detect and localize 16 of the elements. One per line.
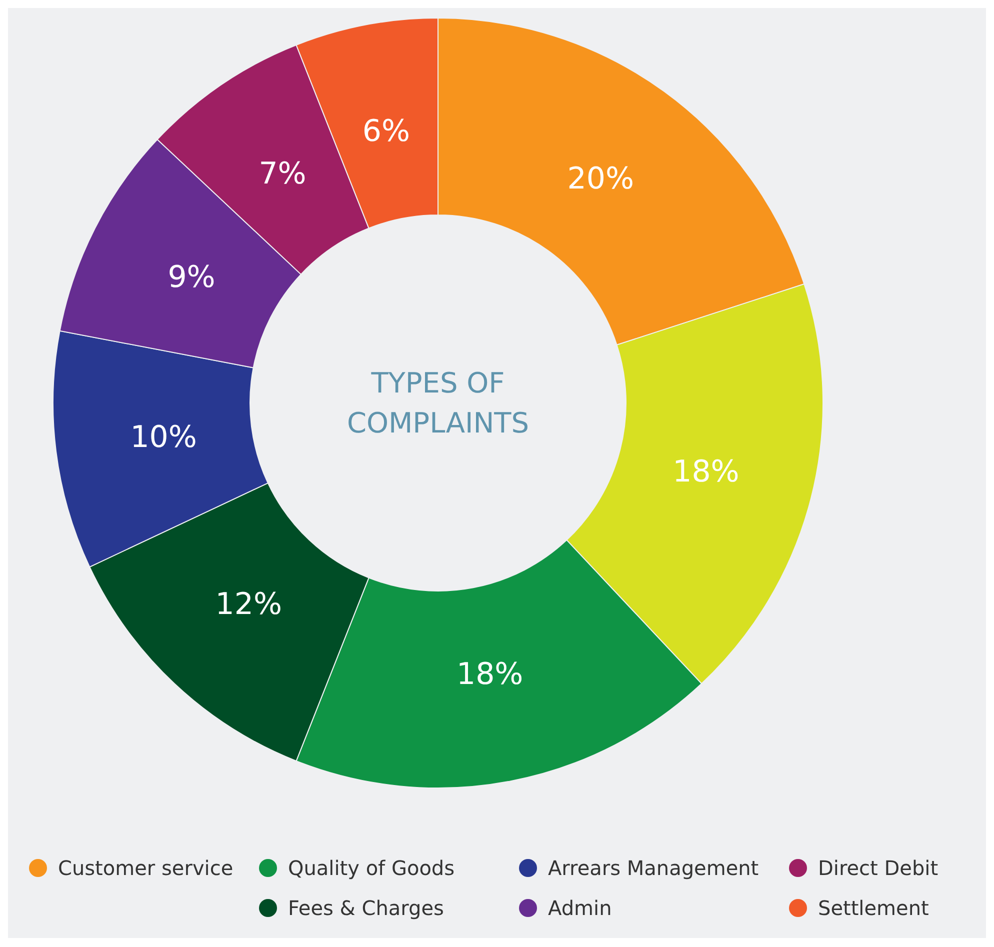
data-label: 18% bbox=[672, 454, 740, 490]
data-label: 6% bbox=[362, 114, 410, 149]
text: TYPES OF COMPLAINTS bbox=[346, 366, 530, 440]
data-label: 12% bbox=[215, 587, 282, 622]
legend-label: Fees & Charges bbox=[288, 896, 444, 920]
data-label: 18% bbox=[456, 657, 524, 692]
legend-label: Customer service bbox=[58, 856, 234, 880]
legend-label: Arrears Management bbox=[548, 856, 759, 880]
legend-label: Direct Debit bbox=[818, 856, 938, 880]
data-label: 9% bbox=[168, 260, 216, 295]
legend-label: Quality of Goods bbox=[288, 856, 455, 880]
data-label: 20% bbox=[567, 162, 634, 197]
legend-label: Settlement bbox=[818, 896, 930, 920]
data-label: 10% bbox=[130, 420, 197, 456]
data-label: 7% bbox=[258, 156, 306, 192]
legend-label: Admin bbox=[548, 896, 612, 920]
